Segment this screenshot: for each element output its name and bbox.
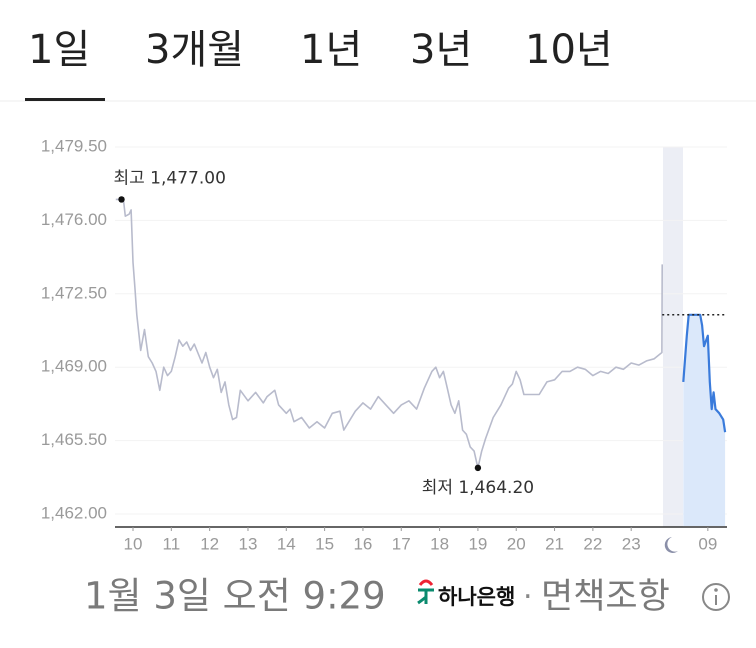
x-tick-label: 16: [353, 534, 372, 553]
y-tick-label: 1,462.00: [41, 503, 107, 522]
x-tick-label: 10: [124, 534, 143, 553]
x-tick-label: 15: [315, 534, 334, 553]
tab[interactable]: 3개월: [145, 27, 244, 73]
hana-logo: [417, 579, 434, 605]
night-band: [663, 147, 683, 527]
x-tick-label: 23: [622, 534, 641, 553]
tab[interactable]: 3년: [410, 27, 472, 73]
x-tick-label: 22: [583, 534, 602, 553]
tab[interactable]: 10년: [525, 27, 613, 73]
tab-underline: [25, 98, 105, 101]
x-tick-label: 12: [200, 534, 219, 553]
tab[interactable]: 1일: [28, 27, 90, 73]
x-tick-label: 13: [239, 534, 258, 553]
line: [682, 313, 727, 433]
line: [115, 198, 663, 469]
separator: ·: [523, 580, 533, 615]
x-tick-label: 20: [507, 534, 526, 553]
source: 하나은행: [438, 585, 515, 609]
extreme-dot: [474, 464, 482, 472]
y-tick-label: 1,469.00: [41, 357, 107, 376]
extreme-dot: [118, 196, 125, 203]
x-tick-label: 17: [392, 534, 411, 553]
annotation: 최고 1,477.00: [114, 168, 226, 188]
x-tick-label: 21: [545, 534, 564, 553]
x-tick-label: 14: [277, 534, 296, 553]
x-tick-label: 11: [163, 534, 181, 553]
y-tick-label: 1,472.50: [41, 283, 107, 302]
x-tick-label: 18: [430, 534, 449, 553]
timestamp: 1월 3일 오전 9:29: [84, 575, 386, 618]
disclaimer[interactable]: 면책조항: [541, 577, 670, 617]
y-tick-label: 1,465.50: [41, 430, 107, 449]
x-tick-label: 09: [698, 534, 717, 553]
annotation: 최저 1,464.20: [422, 478, 534, 498]
tab[interactable]: 1년: [300, 27, 362, 73]
area: [683, 314, 726, 526]
y-tick-label: 1,476.00: [41, 210, 107, 229]
x-tick-label: 19: [468, 534, 487, 553]
night-icon: [664, 537, 678, 553]
info-icon[interactable]: [702, 583, 730, 611]
y-tick-label: 1,479.50: [41, 136, 107, 155]
